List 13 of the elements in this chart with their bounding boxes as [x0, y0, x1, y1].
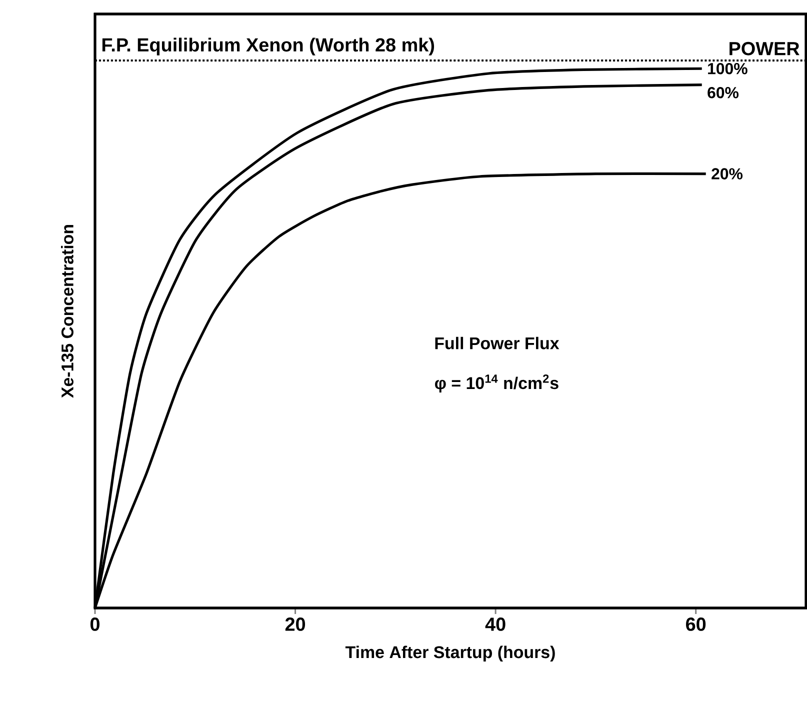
- ref-line-label: F.P. Equilibrium Xenon (Worth 28 mk): [102, 38, 434, 56]
- x-axis-title: Time After Startup (hours): [345, 646, 555, 662]
- series-label: 20%: [712, 168, 743, 180]
- annotation: φ = 10$^{14}$ n/cm$^{2}$s: [435, 374, 558, 392]
- x-tick-label: 20: [285, 618, 306, 631]
- annotation: Full Power Flux: [435, 336, 560, 350]
- y-axis-title: Xe-135 Concentration: [61, 225, 74, 398]
- x-tick-label: 40: [485, 618, 506, 631]
- x-tick-label: 0: [90, 618, 100, 631]
- series-label: 60%: [708, 86, 739, 98]
- x-tick-label: 60: [686, 618, 706, 631]
- legend-title: POWER: [730, 42, 800, 56]
- series-label: 100%: [708, 62, 748, 74]
